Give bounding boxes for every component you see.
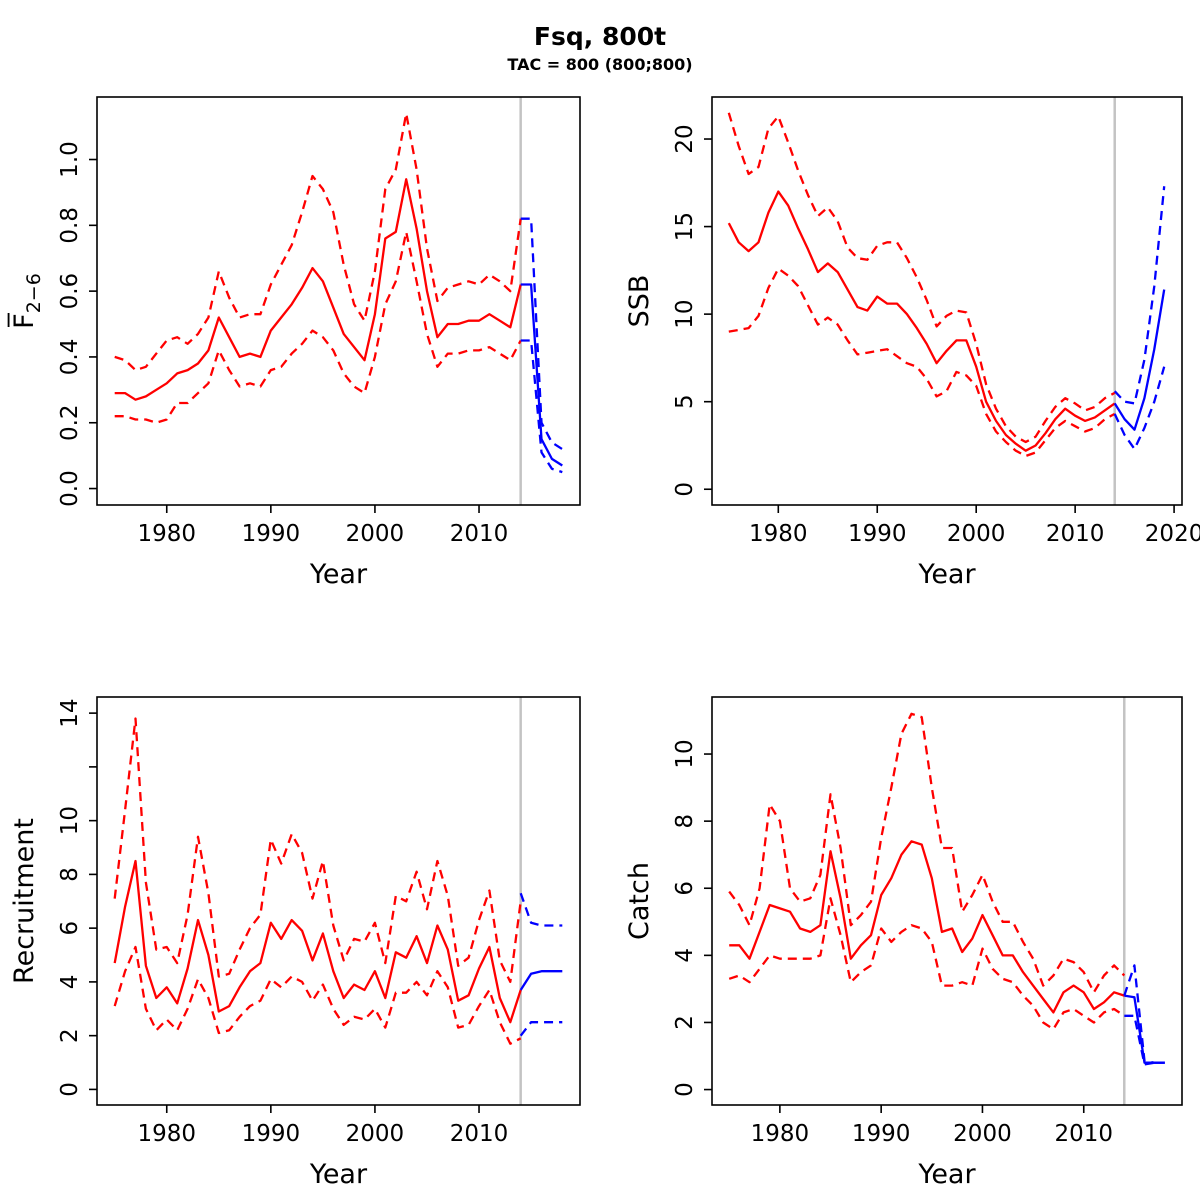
x-tick-label: 2000: [346, 521, 405, 547]
plot-box: [711, 96, 1183, 506]
y-tick-label: 15: [672, 212, 698, 241]
fbar-projection-lower-ci: [520, 339, 563, 474]
x-tick-label: 2010: [450, 1121, 509, 1147]
y-tick-label: 20: [672, 124, 698, 153]
x-tick-label: 1990: [242, 1121, 301, 1147]
y-tick-label: 0: [57, 1082, 83, 1097]
y-tick-label: 0.2: [57, 404, 83, 441]
x-tick-label: 2010: [1054, 1121, 1113, 1147]
x-tick-label: 1990: [852, 1121, 911, 1147]
fbar-history-median: [114, 178, 522, 401]
x-axis-label: Year: [917, 1159, 976, 1190]
y-axis-label: F̅2−6: [8, 273, 45, 329]
plot-box: [711, 696, 1183, 1106]
catch-history-median: [729, 840, 1125, 1014]
figure-header: Fsq, 800t TAC = 800 (800;800): [0, 22, 1200, 74]
y-tick-label: 6: [672, 881, 698, 896]
x-tick-label: 1980: [751, 1121, 810, 1147]
catch-history-lower-ci: [728, 897, 1125, 1031]
x-tick-label: 2000: [953, 1121, 1012, 1147]
x-tick-label: 2010: [1046, 521, 1105, 547]
y-tick-label: 2: [57, 1028, 83, 1043]
figure-subtitle: TAC = 800 (800;800): [507, 55, 693, 74]
y-tick-label: 8: [672, 814, 698, 829]
catch-projection-upper-ci: [1123, 964, 1165, 1064]
ssb-history-median: [727, 190, 1116, 452]
y-tick-label: 6: [57, 921, 83, 936]
x-tick-label: 1990: [242, 521, 301, 547]
y-tick-label: 0.0: [57, 470, 83, 507]
chart-panel-fbar: 1980 1990 2000 2010 0.0 0.2 0.4 0.6 0.8 1.0 Year F̅…: [0, 0, 600, 600]
y-tick-label: 0.4: [57, 339, 83, 376]
recruitment-projection-median: [519, 970, 563, 991]
x-tick-label: 2000: [947, 521, 1006, 547]
y-tick-label: 4: [672, 948, 698, 963]
recruitment-projection-upper-ci: [519, 892, 563, 927]
x-tick-label: 1990: [848, 521, 907, 547]
recruitment-history-median: [113, 859, 522, 1024]
y-tick-label: 2: [672, 1015, 698, 1030]
y-tick-label: 10: [672, 739, 698, 768]
y-tick-label: 1.0: [57, 141, 83, 178]
plot-box: [96, 696, 581, 1106]
ssb-projection-median: [1113, 289, 1166, 431]
x-axis-label: Year: [309, 559, 368, 590]
recruitment-history-upper-ci: [113, 717, 522, 984]
y-axis-label: SSB: [624, 275, 655, 328]
chart-svg-recruitment: 1980 1990 2000 2010 0 2 4 6 8 10 14 Year Recruitment: [9, 696, 581, 1190]
chart-panel-recruitment: 1980 1990 2000 2010 0 2 4 6 8 10 14 Year Recruitment: [0, 600, 600, 1200]
ssb-history-lower-ci: [728, 267, 1116, 458]
catch-projection-median: [1124, 994, 1165, 1064]
x-axis-label: Year: [309, 1159, 368, 1190]
y-tick-label: 0.6: [57, 273, 83, 310]
ssb-projection-upper-ci: [1113, 186, 1166, 405]
y-tick-label: 5: [672, 394, 698, 409]
y-tick-label: 10: [672, 299, 698, 328]
catch-history-upper-ci: [728, 712, 1126, 994]
x-tick-label: 1980: [137, 1121, 196, 1147]
chart-panel-ssb: 1980 1990 2000 2010 2020 0 5 10 15 20 Year SSB: [600, 0, 1200, 600]
x-axis-label: Year: [917, 559, 976, 590]
x-tick-label: 1980: [137, 521, 196, 547]
y-tick-label: 4: [57, 975, 83, 990]
plot-box: [96, 96, 581, 506]
recruitment-history-lower-ci: [113, 945, 522, 1045]
fbar-history-upper-ci: [114, 112, 522, 372]
chart-svg-ssb: 1980 1990 2000 2010 2020 0 5 10 15 20 Year SSB: [624, 96, 1200, 590]
y-tick-label: 8: [57, 867, 83, 882]
ssb-projection-lower-ci: [1113, 366, 1166, 451]
fbar-projection-median: [520, 283, 563, 467]
y-tick-label: 10: [57, 806, 83, 835]
y-axis-label: Recruitment: [9, 818, 40, 984]
x-tick-label: 2020: [1145, 521, 1200, 547]
y-tick-label: 0.8: [57, 207, 83, 244]
ssb-history-upper-ci: [727, 112, 1116, 444]
catch-projection-lower-ci: [1124, 1014, 1165, 1066]
x-tick-label: 2000: [346, 1121, 405, 1147]
x-tick-label: 2010: [450, 521, 509, 547]
y-axis-label: Catch: [624, 862, 655, 940]
x-tick-label: 1980: [749, 521, 808, 547]
figure-title: Fsq, 800t: [533, 22, 667, 51]
chart-svg-catch: 1980 1990 2000 2010 0 2 4 6 8 10 Year Catch: [624, 696, 1183, 1190]
y-tick-label: 14: [57, 698, 83, 727]
chart-svg-fbar: 1980 1990 2000 2010 0.0 0.2 0.4 0.6 0.8 1.0 Year F̅…: [8, 96, 581, 590]
y-tick-label: 0: [672, 1082, 698, 1097]
recruitment-projection-lower-ci: [519, 1021, 563, 1037]
y-tick-label: 0: [672, 482, 698, 497]
fbar-projection-upper-ci: [520, 217, 563, 451]
fbar-history-lower-ci: [114, 230, 522, 424]
chart-panel-catch: 1980 1990 2000 2010 0 2 4 6 8 10 Year Catch: [600, 600, 1200, 1200]
